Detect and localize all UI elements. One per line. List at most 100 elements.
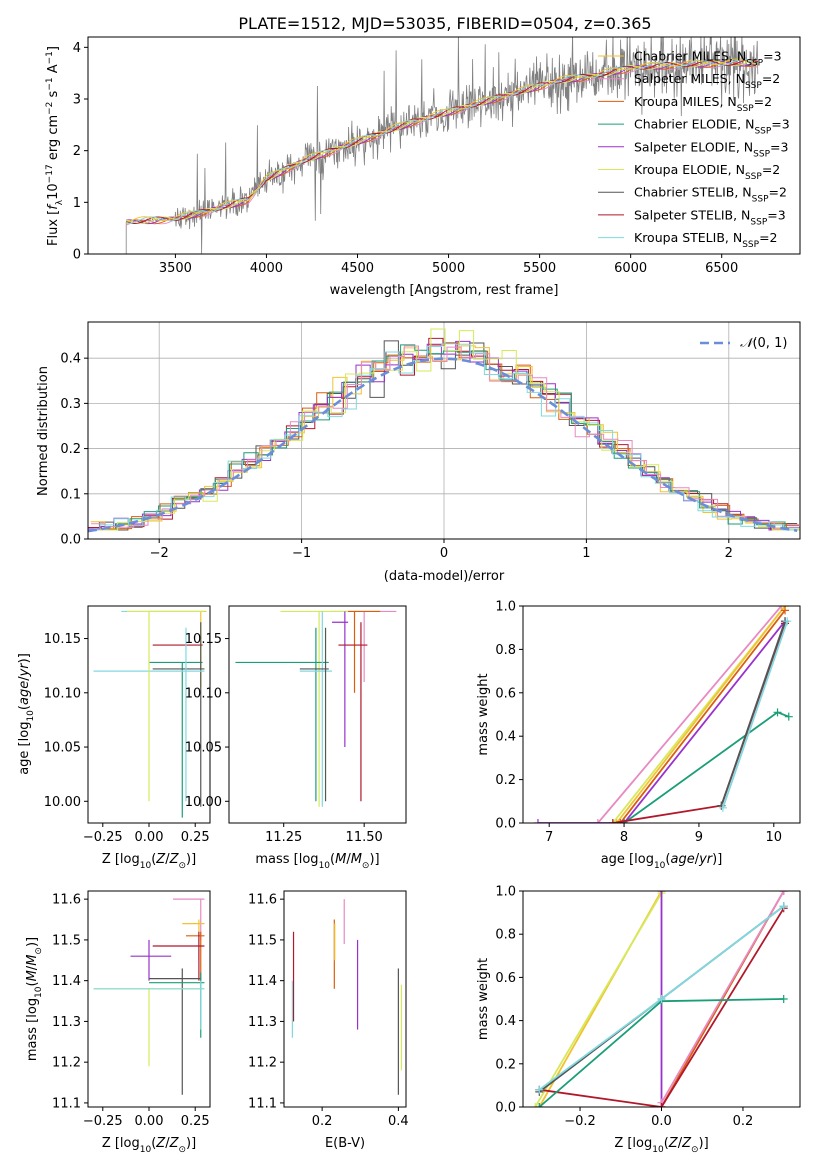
y-tick-label: 0.0 [495,817,516,832]
y-tick-label: 0.8 [495,643,516,658]
spectrum-model-line [126,58,758,223]
weight-line [623,711,790,823]
weight-marker [783,617,792,626]
chart-massweight-vs-age: 7 8 9 10 0.0 0.2 0.4 0.6 0.8 1.0 age [log10(age/yr… [476,600,801,871]
x-axis-label: mass [log10(M/M⊙)] [255,852,379,871]
y-axis-label: Flux [fλ10−17 erg cm−2 s−1 A−1] [45,46,65,246]
x-tick-label: 4500 [341,261,374,276]
y-tick-label: 0.2 [495,1057,516,1072]
x-tick-label: 0.4 [388,1114,409,1129]
weight-line [722,620,789,809]
x-tick-label: 3500 [159,261,192,276]
spectrum-model-line [126,59,758,225]
chart-age-vs-mass: 11.25 11.50 10.00 10.05 10.10 10.15 mass [log1… [185,605,407,871]
x-tick-label: 7 [545,830,553,845]
chart-mass-vs-Z: −0.25 0.00 0.25 11.1 11.2 11.3 11.4 11.5 11.6 Z [… [25,890,211,1155]
chart-massweight-vs-Z: −0.2 0.0 0.2 0.0 0.2 0.4 0.6 0.8 1.0 Z [log10(Z/Z… [476,885,801,1155]
y-tick-label: 0.2 [60,442,81,457]
x-tick-label: 0.00 [135,830,164,845]
x-tick-label: 0.2 [312,1114,333,1129]
y-tick-label: 10.15 [44,632,81,647]
x-tick-label: 1 [582,546,590,561]
y-tick-label: 11.5 [248,933,277,948]
x-tick-label: 9 [695,830,703,845]
x-tick-label: 5500 [523,261,556,276]
y-tick-label: 10.00 [44,795,81,810]
weight-marker [535,1085,544,1094]
weight-marker [718,803,727,812]
axes-frame [87,36,801,255]
weight-marker [616,819,625,823]
y-tick-label: 0.4 [60,352,81,367]
legend-entry: Chabrier MILES, NSSP=3 [634,49,782,69]
y-axis-label: mass [log10(M/M⊙)] [25,937,44,1061]
y-tick-label: 0.1 [60,487,81,502]
legend-entry: Salpeter ELODIE, NSSP=3 [634,139,788,159]
x-axis-label: Z [log10(Z/Z⊙)] [102,1136,196,1155]
weight-marker [657,891,666,895]
weight-line [539,907,785,1107]
y-tick-label: 11.3 [52,1015,81,1030]
x-tick-label: −2 [150,546,169,561]
y-tick-label: 11.3 [248,1015,277,1030]
weight-marker [593,819,602,823]
histogram-line [89,328,800,531]
x-axis-label: wavelength [Angstrom, rest frame] [330,283,559,298]
y-tick-label: 0 [73,248,81,263]
weight-marker [612,819,621,823]
legend-entry: Salpeter MILES, NSSP=2 [634,71,780,91]
x-tick-label: −0.25 [83,830,123,845]
legend-entry: Chabrier STELIB, NSSP=2 [634,185,787,205]
y-tick-label: 0.4 [495,1014,516,1029]
y-tick-label: 1 [73,196,81,211]
legend-entry: Kroupa STELIB, NSSP=2 [634,230,778,250]
y-axis-label: mass weight [476,673,491,755]
legend-entry: Chabrier ELODIE, NSSP=3 [634,117,790,137]
chart-mass-vs-EBV: 0.2 0.4 11.1 11.2 11.3 11.4 11.5 11.6 E(B-V) [248,890,409,1151]
x-tick-label: 0.00 [135,1114,164,1129]
figure-title: PLATE=1512, MJD=53035, FIBERID=0504, z=0… [238,14,651,33]
x-tick-label: −0.2 [564,1114,596,1129]
y-tick-label: 3 [73,93,81,108]
x-tick-label: 0.2 [733,1114,754,1129]
weight-marker [657,995,666,1003]
weight-marker [779,995,788,1003]
y-axis-label: Normed distribution [36,366,51,496]
y-tick-label: 11.5 [52,933,81,948]
x-tick-label: 0.25 [181,1114,210,1129]
y-tick-label: 11.6 [52,893,81,908]
histogram-line [88,340,798,531]
y-tick-label: 0.0 [60,533,81,548]
x-tick-label: 11.50 [346,830,383,845]
weight-marker [533,819,542,823]
weight-line [538,620,786,823]
x-axis-label: E(B-V) [325,1136,365,1151]
axes-frame [228,605,407,824]
x-tick-label: 2 [725,546,733,561]
y-tick-label: 10.05 [185,741,222,756]
weight-marker [781,606,790,615]
chart-age-vs-Z: −0.25 0.00 0.25 10.00 10.05 10.10 10.15 Z [log1… [17,605,211,871]
y-tick-label: 0.0 [495,1101,516,1116]
legend-entry: 𝒩(0, 1) [740,336,787,351]
y-tick-label: 4 [73,41,81,56]
normal-curve-line [87,357,798,533]
spectrum-model-line [126,59,758,224]
weight-marker [773,708,782,717]
y-tick-label: 11.2 [52,1056,81,1071]
x-tick-label: 10 [766,830,783,845]
weight-marker [531,1103,540,1107]
x-tick-label: 4000 [250,261,283,276]
x-tick-label: 11.25 [265,830,302,845]
x-tick-label: 6000 [614,261,647,276]
axes-frame [283,890,407,1108]
weight-marker [777,606,786,610]
y-tick-label: 10.10 [185,686,222,701]
x-tick-label: 8 [620,830,628,845]
weight-line [597,606,782,823]
x-tick-label: −0.25 [83,1114,123,1129]
x-tick-label: 0 [440,546,448,561]
y-tick-label: 0.3 [60,397,81,412]
x-tick-label: 6500 [705,261,738,276]
